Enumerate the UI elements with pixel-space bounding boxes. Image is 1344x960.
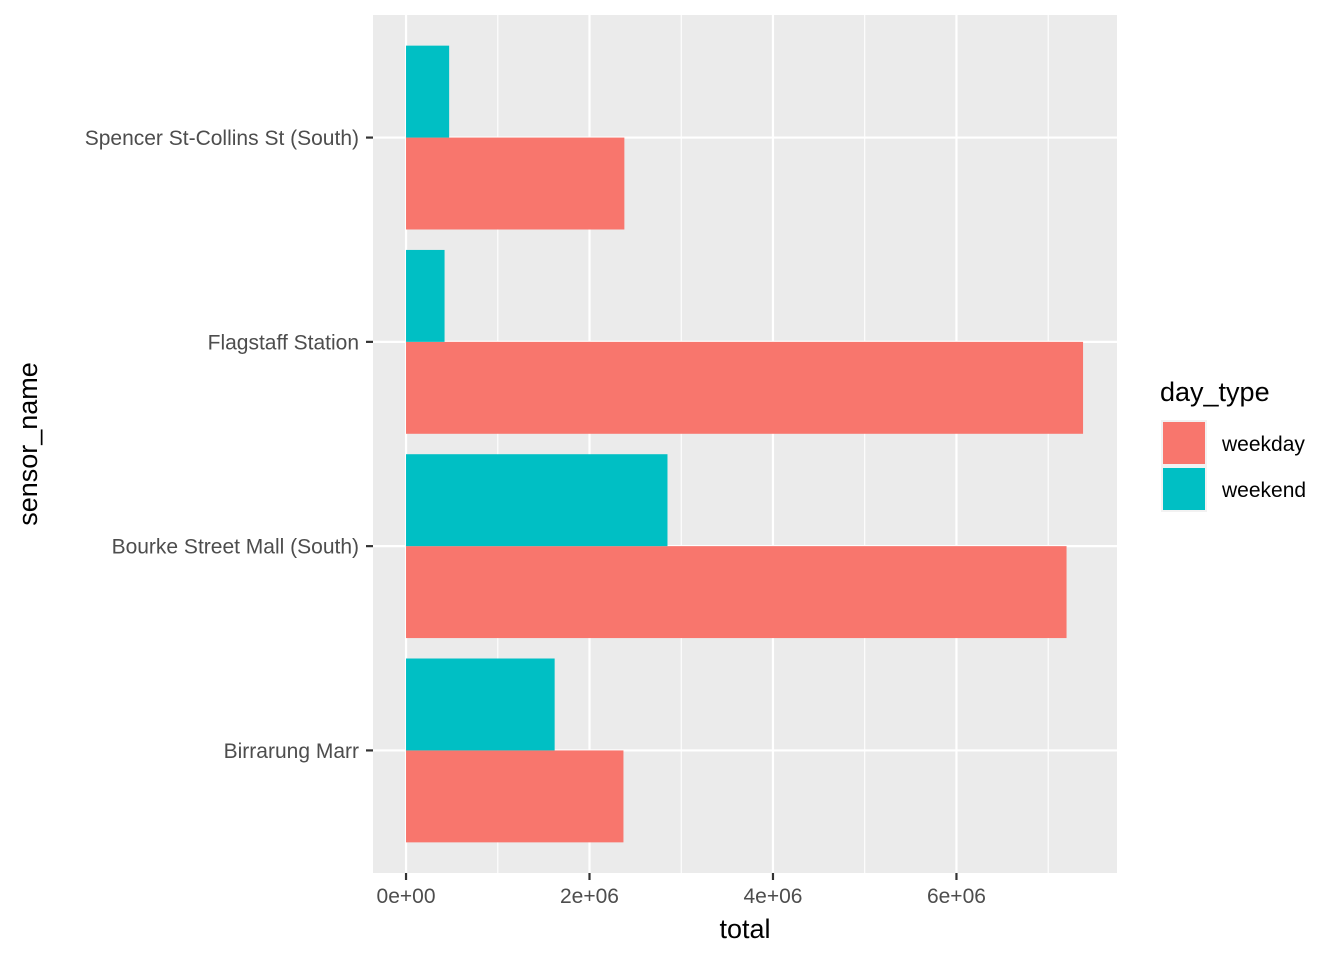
bar-weekend: [406, 45, 450, 138]
legend-title: day_type: [1160, 377, 1270, 407]
y-axis-title: sensor_name: [13, 362, 43, 526]
bar-weekend: [406, 658, 555, 751]
bar-weekday: [406, 341, 1084, 434]
y-tick-label: Birrarung Marr: [224, 740, 359, 763]
legend-label-weekday: weekday: [1221, 433, 1305, 456]
legend: day_type weekday weekend: [1160, 377, 1306, 512]
bar-weekday: [406, 750, 624, 843]
y-axis: Birrarung Marr Bourke Street Mall (South)…: [85, 127, 373, 763]
legend-label-weekend: weekend: [1221, 479, 1306, 502]
x-tick-label: 2e+06: [560, 885, 619, 908]
x-tick-label: 0e+00: [377, 885, 436, 908]
x-tick-label: 6e+06: [927, 885, 986, 908]
bars: [406, 45, 1084, 843]
bar-weekday: [406, 137, 625, 230]
legend-swatch-weekday: [1163, 422, 1205, 464]
legend-swatch-weekend: [1163, 468, 1205, 510]
y-tick-label: Flagstaff Station: [208, 331, 359, 354]
x-axis-title: total: [719, 914, 770, 944]
bar-weekday: [406, 546, 1067, 639]
y-tick-label: Bourke Street Mall (South): [112, 536, 359, 559]
x-tick-label: 4e+06: [743, 885, 802, 908]
y-tick-label: Spencer St-Collins St (South): [85, 127, 359, 150]
bar-weekend: [406, 454, 668, 547]
x-axis: 0e+00 2e+06 4e+06 6e+06: [377, 873, 986, 908]
bar-weekend: [406, 249, 445, 342]
